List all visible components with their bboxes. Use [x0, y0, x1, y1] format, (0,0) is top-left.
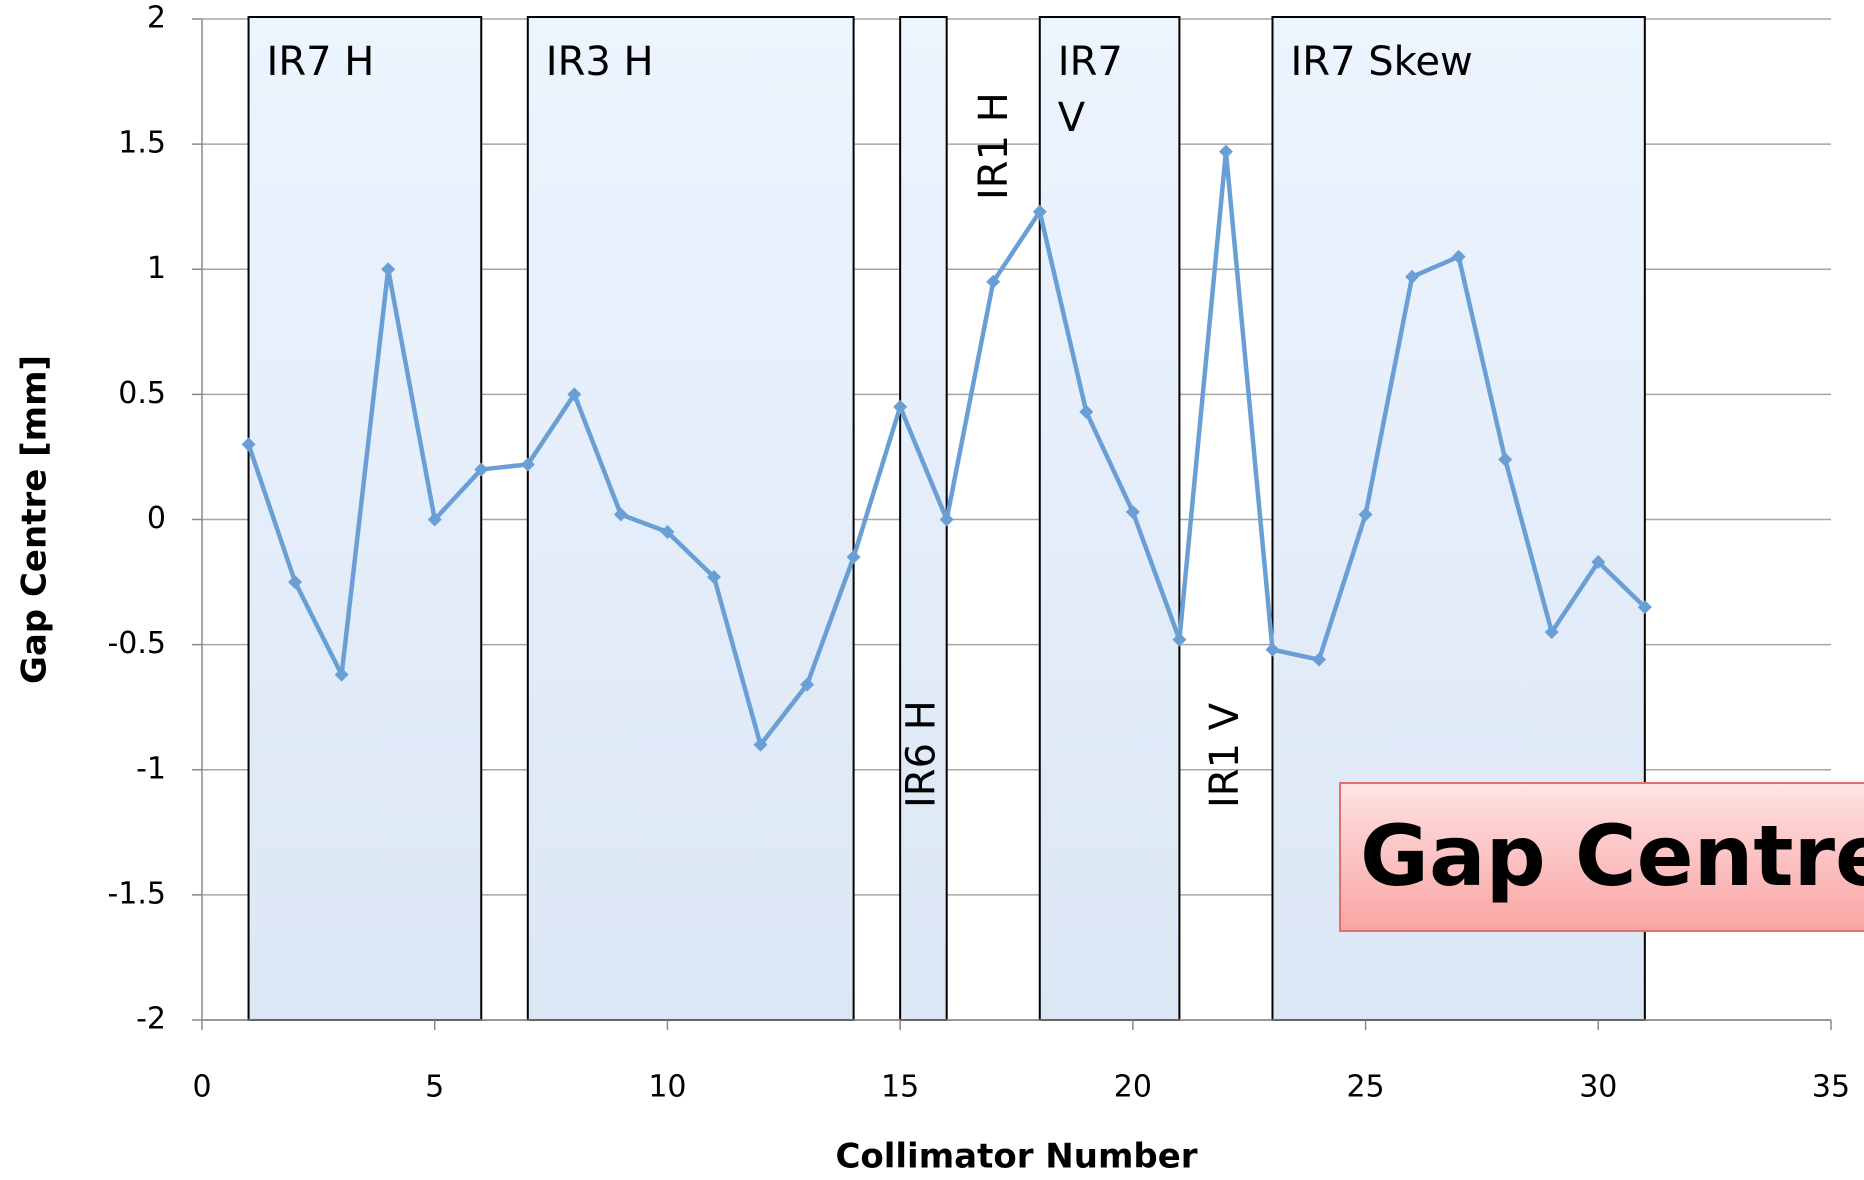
marker	[1358, 507, 1373, 522]
marker	[334, 667, 349, 682]
marker	[1451, 249, 1466, 264]
x-tick-label: 15	[881, 1070, 919, 1105]
marker	[613, 507, 628, 522]
marker	[706, 570, 721, 585]
y-tick-label: 2	[147, 1, 166, 36]
region	[899, 16, 948, 1021]
x-tick-label: 30	[1579, 1070, 1617, 1105]
note-box	[1339, 782, 1864, 932]
marker	[1312, 652, 1327, 667]
marker	[1591, 555, 1606, 570]
marker	[1498, 452, 1513, 467]
region	[526, 16, 855, 1021]
region-label: IR6 H	[898, 700, 944, 808]
marker	[567, 387, 582, 402]
y-tick-label: 0	[147, 501, 166, 536]
annotation: IR1 H	[971, 92, 1017, 200]
region	[1038, 16, 1181, 1021]
region-label: IR7 Skew	[1290, 39, 1472, 85]
x-tick-label: 10	[648, 1070, 686, 1105]
marker	[846, 550, 861, 565]
marker	[381, 262, 396, 277]
y-axis-title: Gap Centre [mm]	[15, 355, 55, 684]
marker	[800, 677, 815, 692]
annotation: IR1 V	[1202, 702, 1248, 808]
marker	[1079, 404, 1094, 419]
y-tick-label: -2	[136, 1002, 166, 1037]
marker	[474, 462, 489, 477]
y-tick-label: -0.5	[107, 626, 166, 661]
marker	[1032, 204, 1047, 219]
x-axis-title: Collimator Number	[835, 1137, 1197, 1177]
y-tick-label: -1.5	[107, 876, 166, 911]
marker	[1218, 144, 1233, 159]
marker	[753, 737, 768, 752]
marker	[1405, 269, 1420, 284]
x-tick-label: 5	[425, 1070, 444, 1105]
marker	[1544, 625, 1559, 640]
marker	[893, 399, 908, 414]
y-tick-label: 0.5	[118, 376, 166, 411]
marker	[1265, 642, 1280, 657]
marker	[939, 512, 954, 527]
region	[247, 16, 483, 1021]
x-tick-label: 0	[192, 1070, 211, 1105]
region-label: IR7 H	[267, 39, 375, 85]
x-tick-label: 35	[1812, 1070, 1850, 1105]
x-tick-label: 25	[1346, 1070, 1384, 1105]
y-tick-label: 1.5	[118, 126, 166, 161]
x-tick-label: 20	[1114, 1070, 1152, 1105]
y-tick-label: -1	[136, 751, 166, 786]
marker	[288, 575, 303, 590]
marker	[427, 512, 442, 527]
region-label: IR7	[1058, 39, 1123, 85]
marker	[241, 437, 256, 452]
marker	[1125, 504, 1140, 519]
marker	[1637, 600, 1652, 615]
note: Gap Centre	[1360, 807, 1864, 905]
marker	[660, 525, 675, 540]
marker	[1172, 632, 1187, 647]
region-label: IR3 H	[546, 39, 654, 85]
region-label: V	[1058, 95, 1086, 141]
marker	[520, 457, 535, 472]
y-tick-label: 1	[147, 251, 166, 286]
marker	[986, 274, 1001, 289]
